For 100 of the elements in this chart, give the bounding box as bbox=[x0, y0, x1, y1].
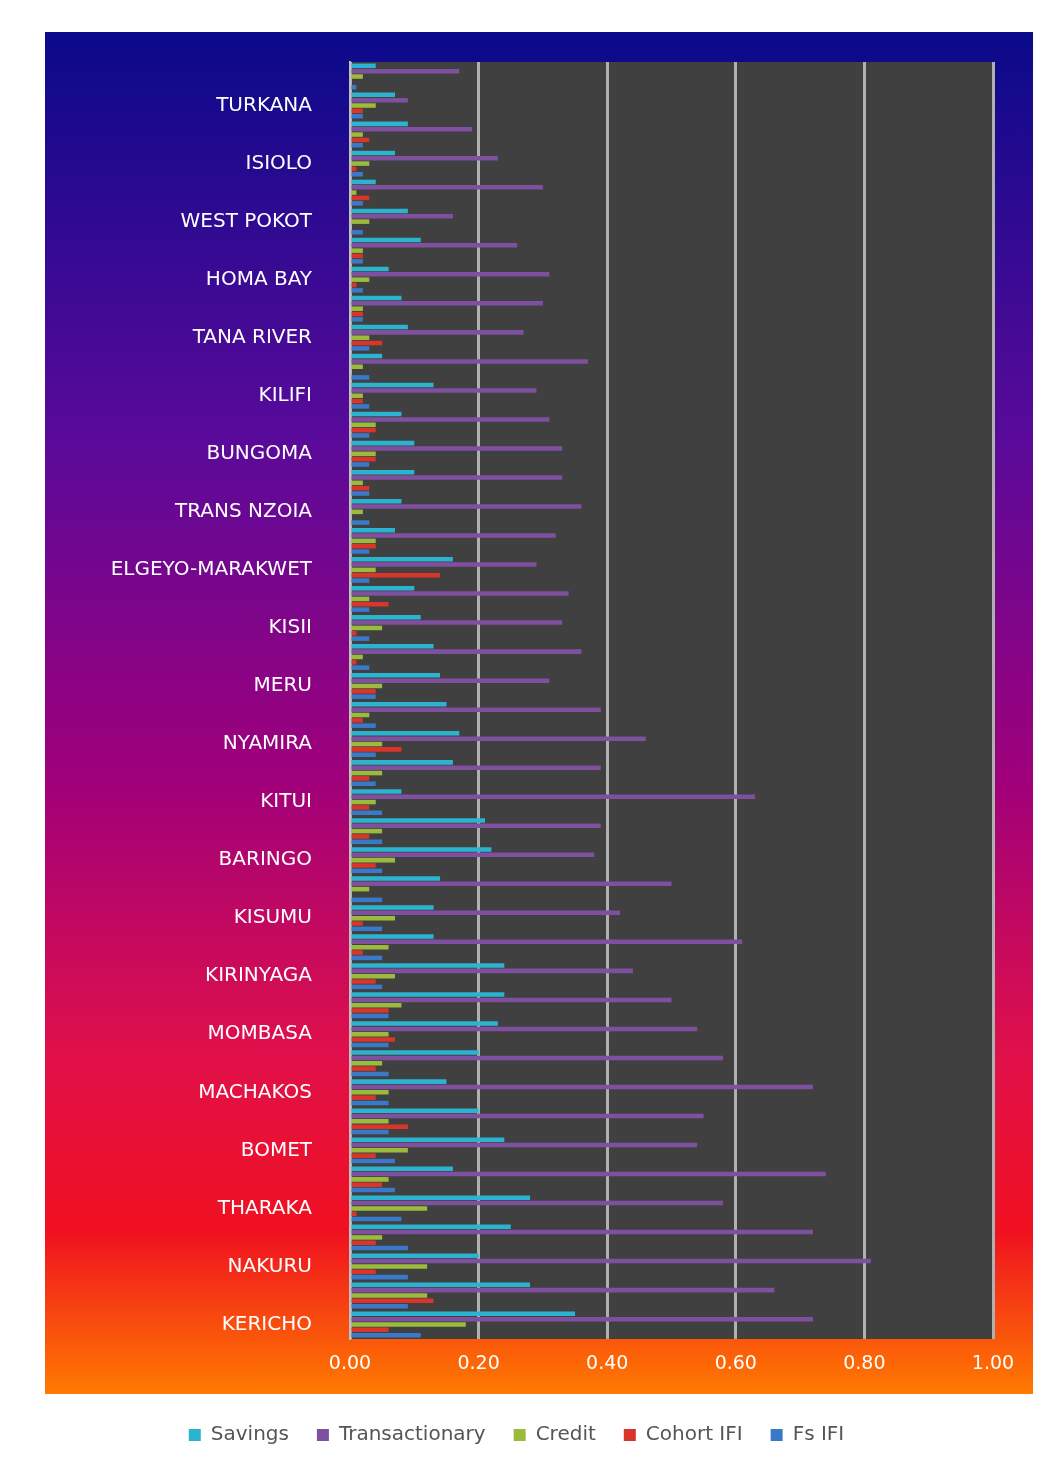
bar bbox=[351, 549, 370, 554]
bar bbox=[351, 660, 357, 665]
bar bbox=[351, 834, 370, 839]
bar bbox=[351, 905, 434, 910]
y-tick-label: BUNGOMA bbox=[206, 440, 313, 465]
y-tick-label: ISIOLO bbox=[245, 149, 312, 174]
bar bbox=[351, 747, 402, 752]
y-tick-label: TURKANA bbox=[215, 91, 313, 116]
bar bbox=[351, 1061, 383, 1066]
bar bbox=[351, 963, 505, 968]
bar bbox=[351, 346, 370, 351]
bar bbox=[351, 863, 376, 868]
bar bbox=[351, 248, 363, 253]
bar bbox=[351, 201, 363, 206]
bar bbox=[351, 301, 543, 306]
bar bbox=[351, 636, 370, 641]
bar bbox=[351, 161, 370, 166]
bar bbox=[351, 335, 370, 340]
bar bbox=[351, 776, 370, 781]
bar bbox=[351, 277, 370, 282]
bar bbox=[351, 614, 421, 620]
bar bbox=[351, 520, 370, 525]
bar bbox=[351, 364, 363, 370]
bar bbox=[351, 631, 357, 636]
bar bbox=[351, 1322, 466, 1327]
bar bbox=[351, 1108, 479, 1113]
bar bbox=[351, 731, 460, 736]
bar bbox=[351, 388, 537, 393]
bar bbox=[351, 789, 402, 794]
bar bbox=[351, 74, 363, 79]
bar bbox=[351, 1211, 357, 1217]
bar bbox=[351, 1119, 389, 1124]
bar bbox=[351, 702, 447, 707]
bar bbox=[351, 921, 363, 926]
bar bbox=[351, 1224, 511, 1230]
legend-label: Credit bbox=[535, 1421, 596, 1446]
y-tick-label: BARINGO bbox=[218, 846, 312, 871]
bar bbox=[351, 1153, 376, 1158]
legend-label: Savings bbox=[210, 1421, 289, 1446]
bar bbox=[351, 171, 363, 177]
bar bbox=[351, 1050, 479, 1055]
bar bbox=[351, 1002, 402, 1008]
x-tick-label: 0.00 bbox=[328, 1351, 372, 1374]
y-tick-label: NYAMIRA bbox=[222, 730, 313, 755]
bar bbox=[351, 1182, 383, 1187]
bar bbox=[351, 572, 441, 578]
bar bbox=[351, 649, 582, 654]
bar bbox=[351, 992, 505, 997]
legend-label: Fs IFI bbox=[792, 1421, 845, 1446]
bar bbox=[351, 375, 370, 380]
y-tick-label: KILIFI bbox=[258, 381, 312, 406]
x-tick-label: 1.00 bbox=[971, 1351, 1015, 1374]
bar bbox=[351, 491, 370, 496]
x-tick-label: 0.60 bbox=[714, 1351, 757, 1374]
bar bbox=[351, 1124, 408, 1129]
bar bbox=[351, 805, 370, 810]
bar bbox=[351, 620, 563, 625]
bar bbox=[351, 1031, 389, 1037]
bar bbox=[351, 1235, 383, 1240]
x-tick-label: 0.40 bbox=[586, 1351, 629, 1374]
x-tick-label: 0.80 bbox=[843, 1351, 886, 1374]
bar bbox=[351, 673, 441, 678]
bar bbox=[351, 723, 376, 728]
bar bbox=[351, 433, 370, 438]
bar bbox=[351, 1148, 408, 1153]
bar bbox=[351, 823, 601, 829]
bar bbox=[351, 665, 370, 670]
bar bbox=[351, 417, 550, 422]
bar bbox=[351, 219, 370, 224]
bar bbox=[351, 1195, 531, 1200]
bar bbox=[351, 736, 646, 741]
bar bbox=[351, 1066, 376, 1071]
bar bbox=[351, 847, 492, 852]
bar bbox=[351, 765, 601, 770]
y-tick-label: MACHAKOS bbox=[198, 1078, 312, 1103]
legend-label: Transactionary bbox=[337, 1421, 486, 1446]
bar bbox=[351, 317, 363, 322]
bar bbox=[351, 752, 376, 757]
bar bbox=[351, 562, 537, 567]
bar bbox=[351, 781, 376, 787]
bar bbox=[351, 601, 389, 607]
bar bbox=[351, 504, 582, 509]
bar bbox=[351, 1240, 376, 1246]
bar bbox=[351, 142, 363, 148]
y-tick-label: KIRINYAGA bbox=[205, 962, 313, 987]
bar bbox=[351, 190, 357, 195]
bar bbox=[351, 591, 569, 596]
y-tick-label: KITUI bbox=[260, 788, 312, 813]
bar bbox=[351, 272, 550, 277]
bar bbox=[351, 230, 363, 235]
bar bbox=[351, 694, 376, 699]
bar bbox=[351, 1293, 428, 1298]
y-tick-label: KISUMU bbox=[233, 904, 312, 929]
bar bbox=[351, 950, 363, 955]
bar bbox=[351, 1079, 447, 1084]
bar bbox=[351, 1090, 389, 1095]
bar bbox=[351, 644, 434, 649]
bar bbox=[351, 330, 524, 335]
bar bbox=[351, 607, 370, 612]
y-tick-label: BOMET bbox=[240, 1136, 313, 1161]
